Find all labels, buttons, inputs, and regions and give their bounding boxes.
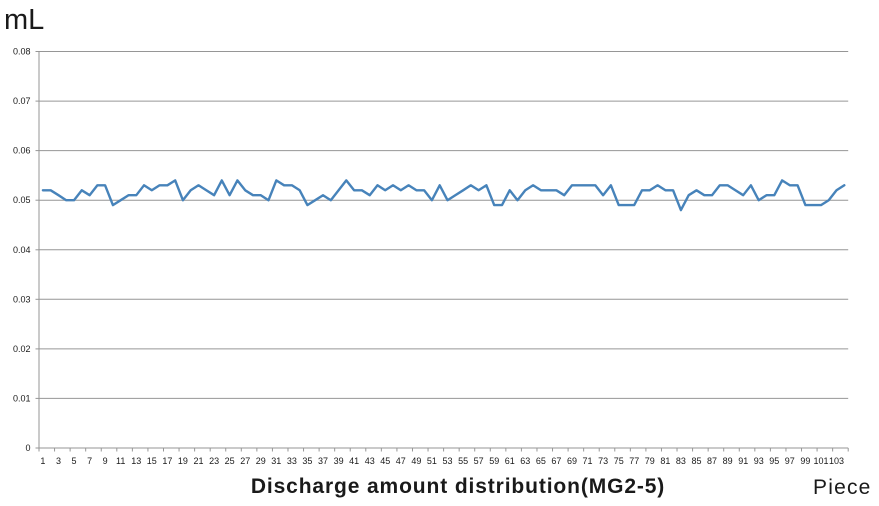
- svg-text:47: 47: [396, 456, 406, 466]
- svg-text:0.02: 0.02: [13, 344, 31, 354]
- svg-text:0.01: 0.01: [13, 393, 31, 403]
- svg-text:77: 77: [629, 456, 639, 466]
- svg-text:61: 61: [505, 456, 515, 466]
- svg-text:0.06: 0.06: [13, 146, 31, 156]
- svg-text:17: 17: [162, 456, 172, 466]
- svg-text:15: 15: [147, 456, 157, 466]
- svg-text:45: 45: [380, 456, 390, 466]
- svg-text:59: 59: [489, 456, 499, 466]
- svg-text:99: 99: [800, 456, 810, 466]
- svg-text:51: 51: [427, 456, 437, 466]
- svg-text:0.05: 0.05: [13, 195, 31, 205]
- svg-text:33: 33: [287, 456, 297, 466]
- svg-text:75: 75: [614, 456, 624, 466]
- svg-text:27: 27: [240, 456, 250, 466]
- svg-text:13: 13: [131, 456, 141, 466]
- svg-text:81: 81: [660, 456, 670, 466]
- svg-text:91: 91: [738, 456, 748, 466]
- svg-text:73: 73: [598, 456, 608, 466]
- svg-text:0.04: 0.04: [13, 245, 31, 255]
- svg-text:35: 35: [302, 456, 312, 466]
- svg-text:97: 97: [785, 456, 795, 466]
- svg-text:19: 19: [178, 456, 188, 466]
- svg-text:87: 87: [707, 456, 717, 466]
- svg-text:53: 53: [442, 456, 452, 466]
- svg-text:69: 69: [567, 456, 577, 466]
- svg-text:3: 3: [56, 456, 61, 466]
- svg-text:89: 89: [723, 456, 733, 466]
- svg-text:0.08: 0.08: [13, 47, 31, 57]
- svg-text:101: 101: [813, 456, 828, 466]
- svg-text:85: 85: [691, 456, 701, 466]
- svg-text:103: 103: [829, 456, 844, 466]
- svg-text:11: 11: [116, 456, 125, 466]
- svg-text:37: 37: [318, 456, 328, 466]
- svg-text:0.03: 0.03: [13, 294, 31, 304]
- svg-text:0.07: 0.07: [13, 96, 31, 106]
- svg-text:0: 0: [25, 443, 30, 453]
- svg-text:65: 65: [536, 456, 546, 466]
- svg-text:31: 31: [271, 456, 281, 466]
- svg-text:49: 49: [411, 456, 421, 466]
- svg-text:95: 95: [769, 456, 779, 466]
- svg-text:43: 43: [365, 456, 375, 466]
- svg-text:39: 39: [334, 456, 344, 466]
- svg-text:83: 83: [676, 456, 686, 466]
- svg-text:79: 79: [645, 456, 655, 466]
- svg-text:67: 67: [551, 456, 561, 466]
- svg-text:25: 25: [225, 456, 235, 466]
- svg-text:1: 1: [40, 456, 45, 466]
- svg-text:7: 7: [87, 456, 92, 466]
- svg-text:29: 29: [256, 456, 266, 466]
- svg-text:21: 21: [193, 456, 203, 466]
- svg-text:55: 55: [458, 456, 468, 466]
- svg-text:23: 23: [209, 456, 219, 466]
- svg-text:5: 5: [71, 456, 76, 466]
- svg-text:57: 57: [474, 456, 484, 466]
- svg-text:9: 9: [103, 456, 108, 466]
- svg-text:71: 71: [582, 456, 592, 466]
- svg-text:93: 93: [754, 456, 764, 466]
- svg-text:63: 63: [520, 456, 530, 466]
- svg-text:41: 41: [349, 456, 359, 466]
